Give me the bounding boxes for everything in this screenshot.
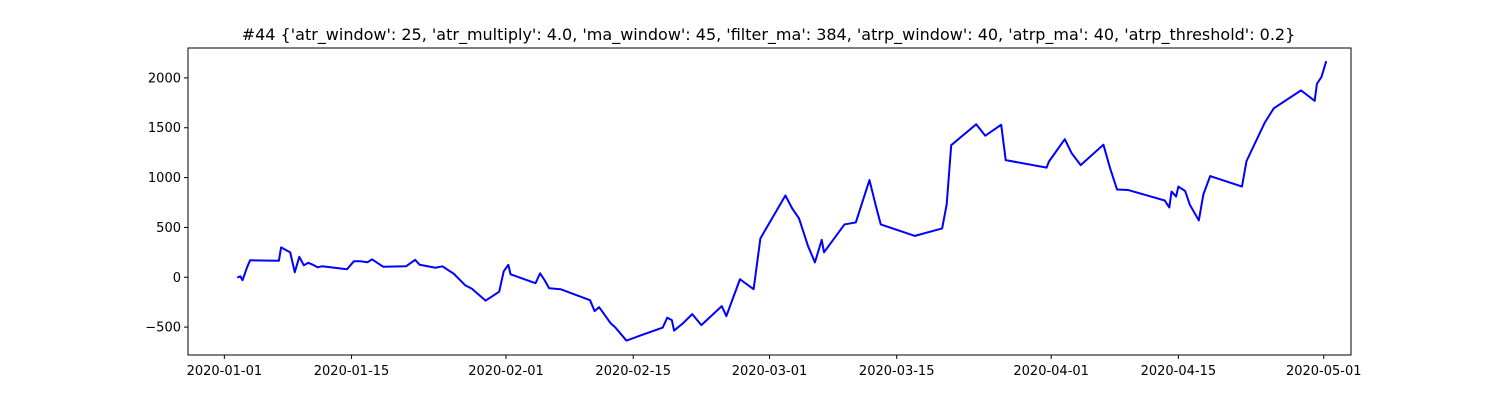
- x-tick-label: 2020-04-01: [1013, 364, 1089, 379]
- plot-series: [236, 60, 1328, 342]
- y-tick-label: 1500: [148, 121, 181, 136]
- y-tick-label: 2000: [148, 71, 181, 86]
- x-tick-label: 2020-02-15: [595, 364, 671, 379]
- x-tick-label: 2020-03-01: [732, 364, 808, 379]
- y-axis: 2000 1500 1000 500 0 −500: [145, 71, 188, 336]
- x-tick-label: 2020-05-01: [1286, 364, 1362, 379]
- x-axis: 2020-01-01 2020-01-15 2020-02-01 2020-02-15…: [187, 355, 1362, 379]
- y-tick-label: 0: [173, 271, 181, 286]
- chart-title: #44 {'atr_window': 25, 'atr_multiply': 4…: [242, 25, 1296, 45]
- x-tick-label: 2020-01-15: [314, 364, 390, 379]
- plot-area-frame: [187, 47, 1352, 356]
- x-tick-label: 2020-04-15: [1141, 364, 1217, 379]
- y-tick-label: 500: [156, 221, 181, 236]
- y-tick-label: −500: [145, 321, 181, 336]
- x-tick-label: 2020-02-01: [468, 364, 544, 379]
- x-tick-label: 2020-03-15: [859, 364, 935, 379]
- x-tick-label: 2020-01-01: [187, 364, 263, 379]
- series-line: [236, 60, 1328, 342]
- y-tick-label: 1000: [148, 171, 181, 186]
